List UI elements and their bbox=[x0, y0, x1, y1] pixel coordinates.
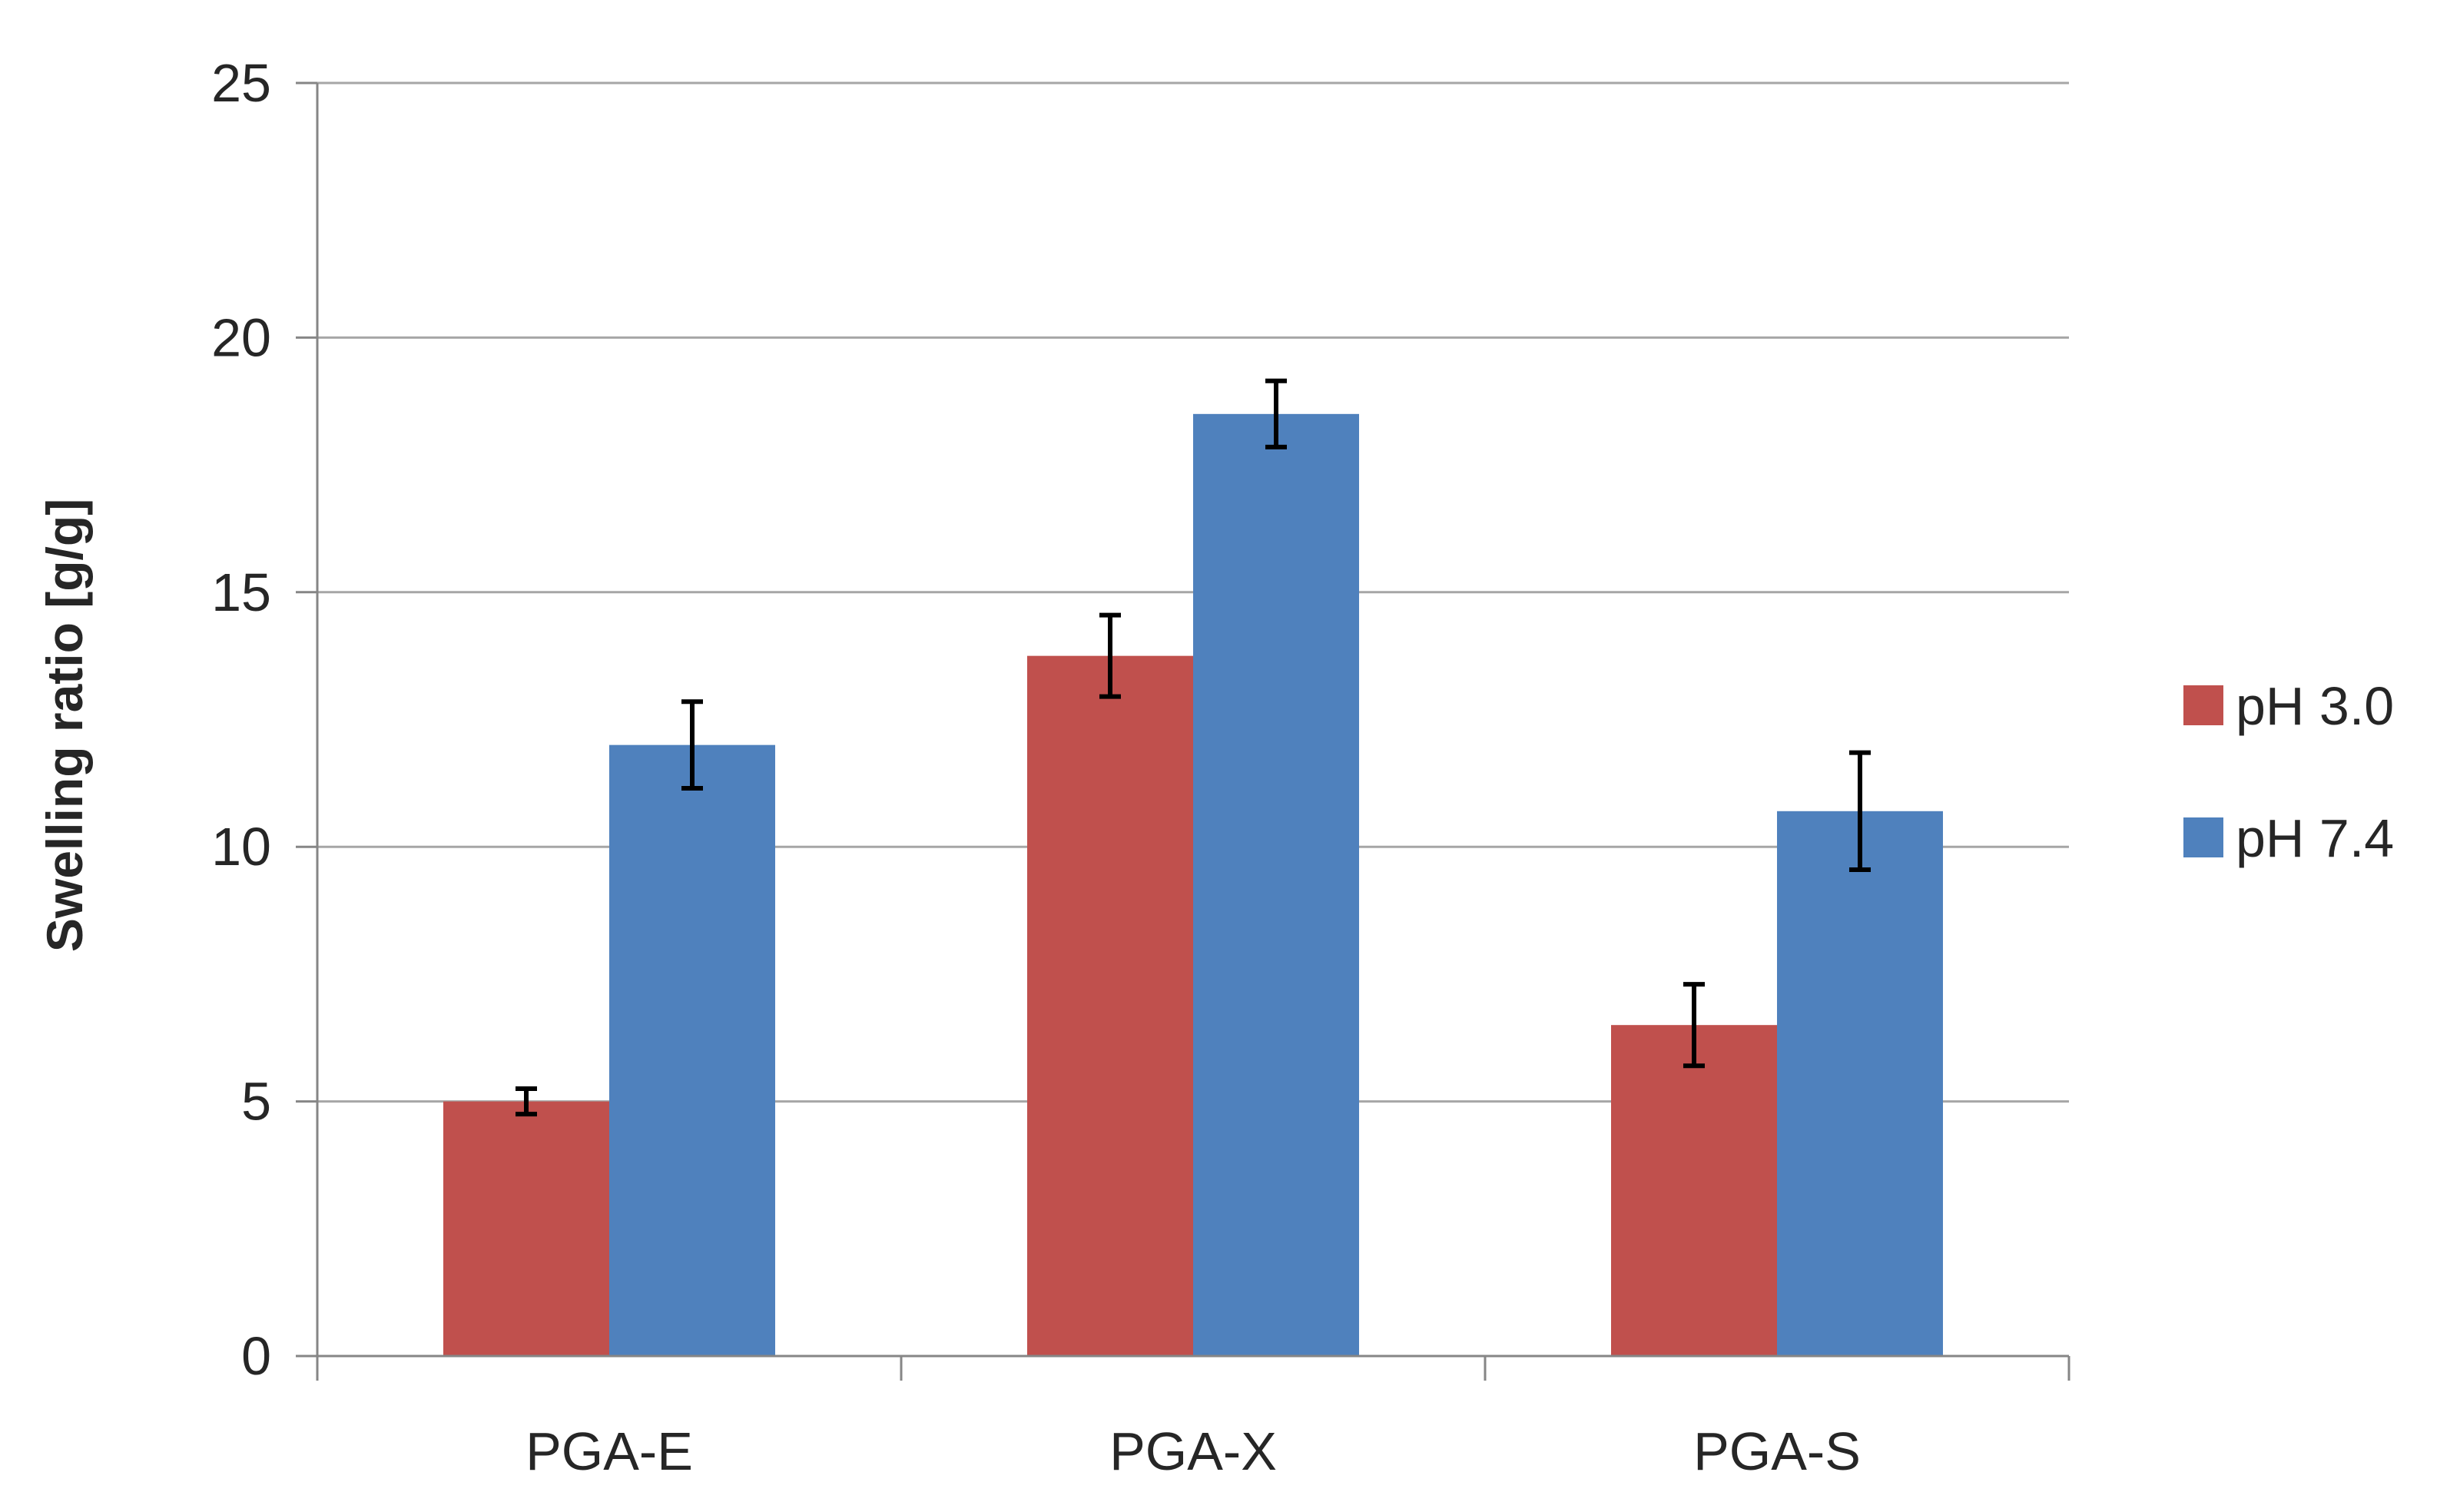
legend-swatch-2 bbox=[2183, 817, 2223, 857]
y-axis-title: Swelling ratio [g/g] bbox=[36, 499, 93, 952]
y-tick-label: 15 bbox=[211, 562, 271, 622]
legend-swatch-1 bbox=[2183, 685, 2223, 725]
bars bbox=[443, 413, 1943, 1356]
y-tick-label: 10 bbox=[211, 817, 271, 877]
y-tick-label: 5 bbox=[241, 1072, 271, 1132]
error-bars bbox=[516, 378, 1871, 1117]
tick-labels: 0 5 10 15 20 25 PGA-E PGA-X PGA-S bbox=[211, 53, 1861, 1481]
legend-label-2: pH 7.4 bbox=[2236, 808, 2394, 868]
axes bbox=[296, 81, 2070, 1381]
x-tick-label: PGA-S bbox=[1693, 1421, 1861, 1481]
y-tick-label: 25 bbox=[211, 53, 271, 113]
x-tick-label: PGA-X bbox=[1109, 1421, 1277, 1481]
y-tick-label: 20 bbox=[211, 307, 271, 367]
bar-pga-e-series-1 bbox=[443, 1101, 609, 1356]
x-tick-label: PGA-E bbox=[525, 1421, 693, 1481]
legend: pH 3.0 pH 7.4 bbox=[2183, 676, 2394, 868]
bar-pga-s-series-2 bbox=[1777, 811, 1943, 1356]
bar-pga-x-series-1 bbox=[1027, 655, 1193, 1356]
y-tick-label: 0 bbox=[241, 1326, 271, 1386]
bar-pga-s-series-1 bbox=[1611, 1025, 1777, 1356]
bar-pga-x-series-2 bbox=[1193, 413, 1359, 1356]
legend-label-1: pH 3.0 bbox=[2236, 676, 2394, 736]
bar-pga-e-series-2 bbox=[609, 744, 775, 1356]
